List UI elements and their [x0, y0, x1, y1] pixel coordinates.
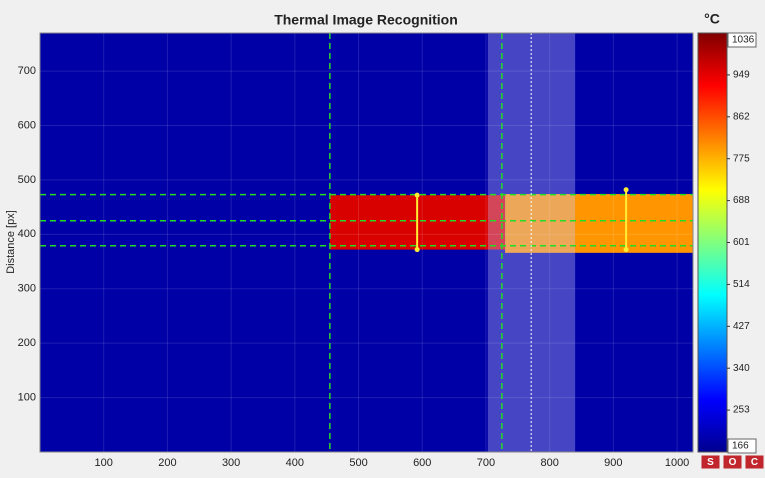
clim-label: 166: [732, 441, 749, 452]
x-tick-label: 700: [477, 457, 495, 469]
colorbar-tick-label: 601: [733, 237, 750, 248]
toolbar-button-label[interactable]: O: [729, 457, 737, 468]
x-tick-label: 400: [286, 457, 304, 469]
colorbar-tick-label: 775: [733, 153, 750, 164]
x-tick-label: 200: [158, 457, 176, 469]
hot-region: [505, 194, 693, 253]
toolbar-button-label[interactable]: C: [751, 457, 758, 468]
y-tick-label: 700: [18, 65, 36, 77]
colorbar-tick-label: 427: [733, 321, 750, 332]
x-tick-label: 1000: [665, 457, 689, 469]
plot-frame: [39, 32, 694, 453]
toolbar-button[interactable]: [744, 454, 765, 470]
clim-box: [727, 32, 757, 48]
clim-box: [727, 438, 757, 454]
chart-title: Thermal Image Recognition: [274, 12, 458, 28]
y-tick-label: 100: [18, 391, 36, 403]
colorbar-tick-label: 688: [733, 195, 750, 206]
toolbar-button[interactable]: [700, 454, 721, 470]
y-tick-label: 600: [18, 119, 36, 131]
x-tick-label: 600: [413, 457, 431, 469]
y-tick-label: 500: [18, 174, 36, 186]
colorbar-tick-label: 514: [733, 279, 750, 290]
colorbar-tick-label: 862: [733, 111, 750, 122]
clim-label: 1036: [732, 35, 755, 46]
x-tick-label: 900: [604, 457, 622, 469]
x-tick-label: 800: [540, 457, 558, 469]
toolbar-button[interactable]: [722, 454, 743, 470]
toolbar-button-label[interactable]: S: [707, 457, 714, 468]
y-axis-label: Distance [px]: [5, 210, 17, 274]
x-tick-label: 300: [222, 457, 240, 469]
y-tick-label: 300: [18, 283, 36, 295]
measure-end: [414, 247, 420, 253]
colorbar-tick-label: 340: [733, 363, 750, 374]
y-tick-label: 400: [18, 228, 36, 240]
colorbar-unit: °C: [704, 11, 720, 27]
x-tick-label: 500: [349, 457, 367, 469]
colorbar-tick-label: 253: [733, 405, 750, 416]
colorbar-tick-label: 949: [733, 70, 750, 81]
measure-end: [623, 187, 629, 193]
x-tick-label: 100: [95, 457, 113, 469]
measure-end: [414, 192, 420, 198]
colorbar: [697, 32, 728, 453]
measure-end: [623, 247, 629, 253]
y-tick-label: 200: [18, 337, 36, 349]
